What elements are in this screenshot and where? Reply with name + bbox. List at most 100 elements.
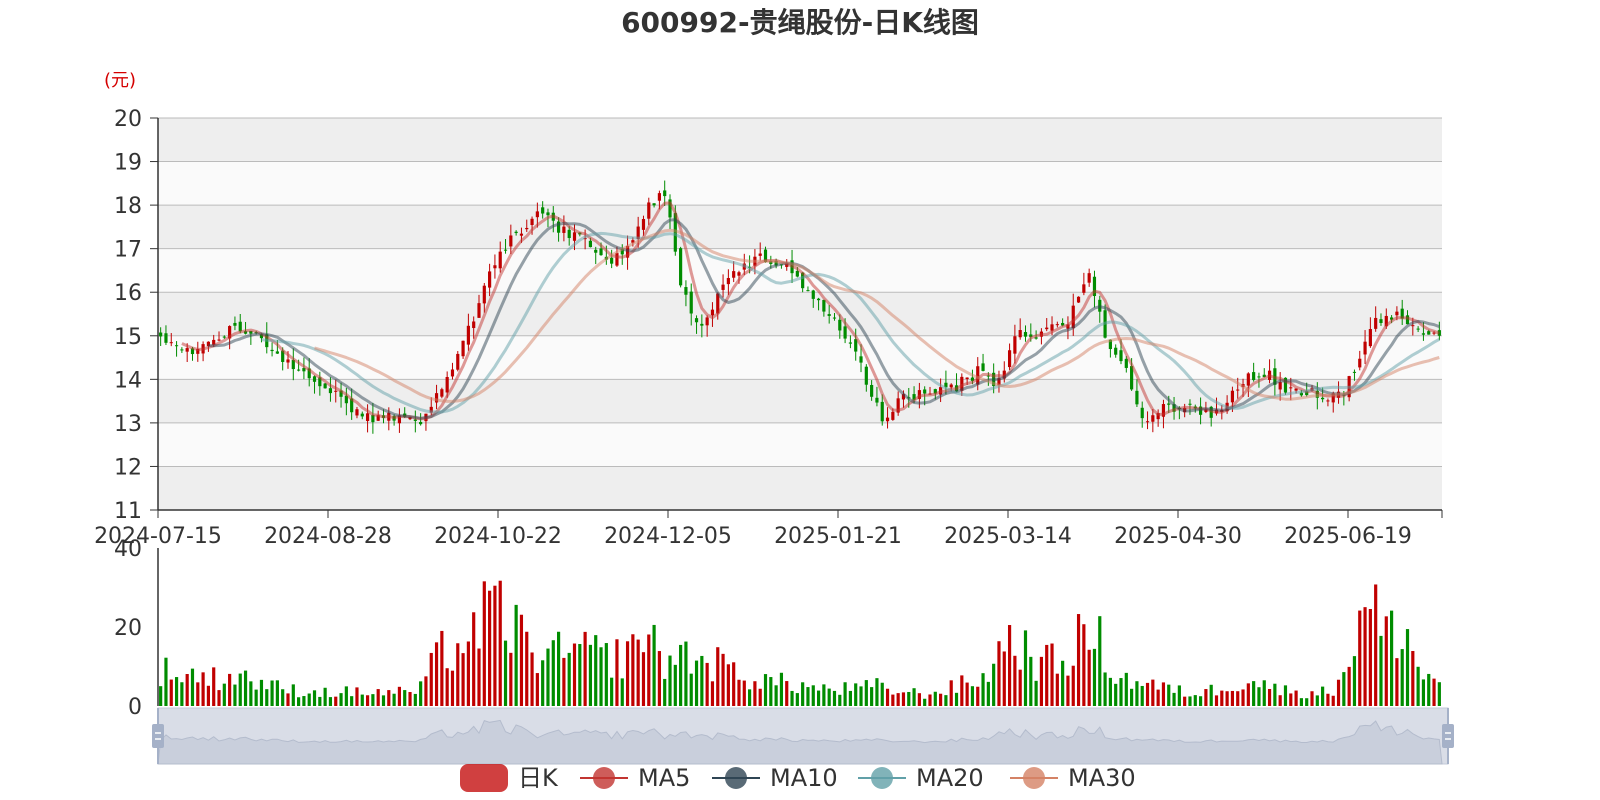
volume-bar bbox=[647, 634, 651, 706]
candle-body bbox=[758, 253, 762, 256]
volume-bar bbox=[556, 631, 561, 706]
candle-body bbox=[1374, 317, 1378, 329]
candle-body bbox=[159, 332, 163, 337]
candle-body bbox=[164, 333, 168, 343]
candle-body bbox=[344, 395, 348, 404]
candle-body bbox=[864, 366, 868, 385]
candle-body bbox=[180, 349, 184, 351]
legend-item[interactable]: MA20 bbox=[858, 764, 984, 792]
candle-body bbox=[615, 253, 619, 266]
volume-bar bbox=[604, 643, 608, 706]
volume-bar bbox=[1214, 695, 1219, 706]
candle-body bbox=[1294, 388, 1298, 391]
price-grid-lines bbox=[158, 117, 1442, 511]
candle-body bbox=[466, 325, 470, 345]
candle-body bbox=[944, 382, 948, 388]
candle-body bbox=[519, 233, 524, 236]
volume-bar bbox=[1145, 682, 1150, 706]
volume-bar bbox=[212, 667, 216, 706]
volume-bar bbox=[901, 692, 906, 706]
price-tick-label: 20 bbox=[114, 107, 142, 132]
candle-body bbox=[1087, 273, 1091, 283]
volume-bar bbox=[1384, 616, 1388, 706]
price-tick-label: 13 bbox=[114, 412, 142, 437]
volume-bar bbox=[222, 683, 226, 706]
candle-body bbox=[737, 272, 741, 276]
volume-bar bbox=[625, 641, 630, 706]
volume-bar bbox=[790, 690, 794, 706]
volume-bar bbox=[397, 686, 402, 706]
volume-bar bbox=[992, 663, 996, 706]
candle-body bbox=[1257, 376, 1261, 378]
legend-item[interactable]: MA30 bbox=[1010, 764, 1136, 792]
volume-bar bbox=[185, 674, 189, 706]
legend-item[interactable]: MA10 bbox=[712, 764, 838, 792]
candle-body bbox=[291, 359, 295, 370]
zoom-handle-grip bbox=[152, 724, 164, 748]
candle-body bbox=[700, 323, 704, 326]
volume-bar bbox=[769, 677, 773, 706]
volume-bar bbox=[1156, 689, 1160, 706]
candle-body bbox=[429, 406, 433, 413]
candle-body bbox=[1368, 329, 1372, 347]
volume-bar bbox=[371, 694, 375, 706]
candle-body bbox=[1172, 404, 1176, 412]
volume-bar bbox=[854, 683, 858, 706]
volume-bar bbox=[233, 684, 237, 706]
candle-body bbox=[1252, 372, 1256, 381]
volume-bar bbox=[1331, 695, 1335, 706]
date-tick-label: 2025-03-14 bbox=[944, 524, 1072, 549]
volume-bar bbox=[742, 680, 746, 706]
volume-bar bbox=[1416, 666, 1420, 706]
candle-body bbox=[1023, 332, 1028, 337]
candle-body bbox=[1156, 413, 1160, 420]
grid-band bbox=[158, 292, 1442, 336]
volume-bar bbox=[466, 641, 470, 706]
candle-body bbox=[1114, 347, 1118, 355]
candle-body bbox=[631, 240, 635, 243]
volume-bar bbox=[694, 660, 699, 706]
volume-bar bbox=[514, 604, 518, 706]
volume-bar bbox=[864, 680, 868, 706]
volume-bar bbox=[1092, 648, 1097, 706]
candle-body bbox=[1384, 315, 1388, 327]
legend-item[interactable]: MA5 bbox=[580, 764, 690, 792]
volume-bar bbox=[1098, 616, 1102, 706]
volume-bar bbox=[503, 640, 508, 706]
candle-body bbox=[875, 397, 879, 403]
volume-bar bbox=[238, 673, 242, 706]
volume-bar bbox=[1193, 695, 1197, 706]
candle-body bbox=[419, 421, 423, 425]
volume-bar bbox=[1347, 666, 1351, 706]
volume-bar bbox=[1103, 672, 1107, 706]
zoom-slider-left-handle[interactable] bbox=[152, 708, 164, 764]
candle-body bbox=[583, 238, 587, 240]
volume-tick-label: 0 bbox=[128, 695, 142, 720]
volume-bar bbox=[450, 670, 455, 706]
volume-bar bbox=[1029, 656, 1033, 706]
volume-bar bbox=[917, 693, 921, 706]
date-axis: 2024-07-15 2024-08-28 2024-10-22 2024-12-05… bbox=[94, 509, 1443, 549]
candle-body bbox=[249, 330, 253, 334]
candle-body bbox=[174, 345, 179, 347]
candle-body bbox=[620, 248, 624, 255]
volume-bar bbox=[870, 687, 874, 706]
volume-bar bbox=[1421, 679, 1426, 706]
candle-body bbox=[323, 383, 327, 389]
volume-bar bbox=[673, 664, 677, 706]
volume-bar bbox=[970, 686, 975, 706]
volume-bar bbox=[679, 644, 683, 706]
volume-bar bbox=[588, 644, 593, 706]
zoom-slider[interactable] bbox=[152, 707, 1454, 765]
volume-bar bbox=[424, 676, 428, 706]
candle-body bbox=[434, 393, 439, 403]
candle-body bbox=[854, 339, 858, 352]
legend-item[interactable]: 日K bbox=[460, 764, 559, 792]
candle-body bbox=[870, 384, 874, 397]
date-tick-label: 2025-01-21 bbox=[774, 524, 902, 549]
candle-body bbox=[705, 317, 709, 326]
zoom-slider-right-handle[interactable] bbox=[1442, 708, 1454, 764]
grid-band bbox=[158, 161, 1442, 206]
volume-bar bbox=[1177, 685, 1181, 706]
volume-bar bbox=[928, 694, 932, 706]
